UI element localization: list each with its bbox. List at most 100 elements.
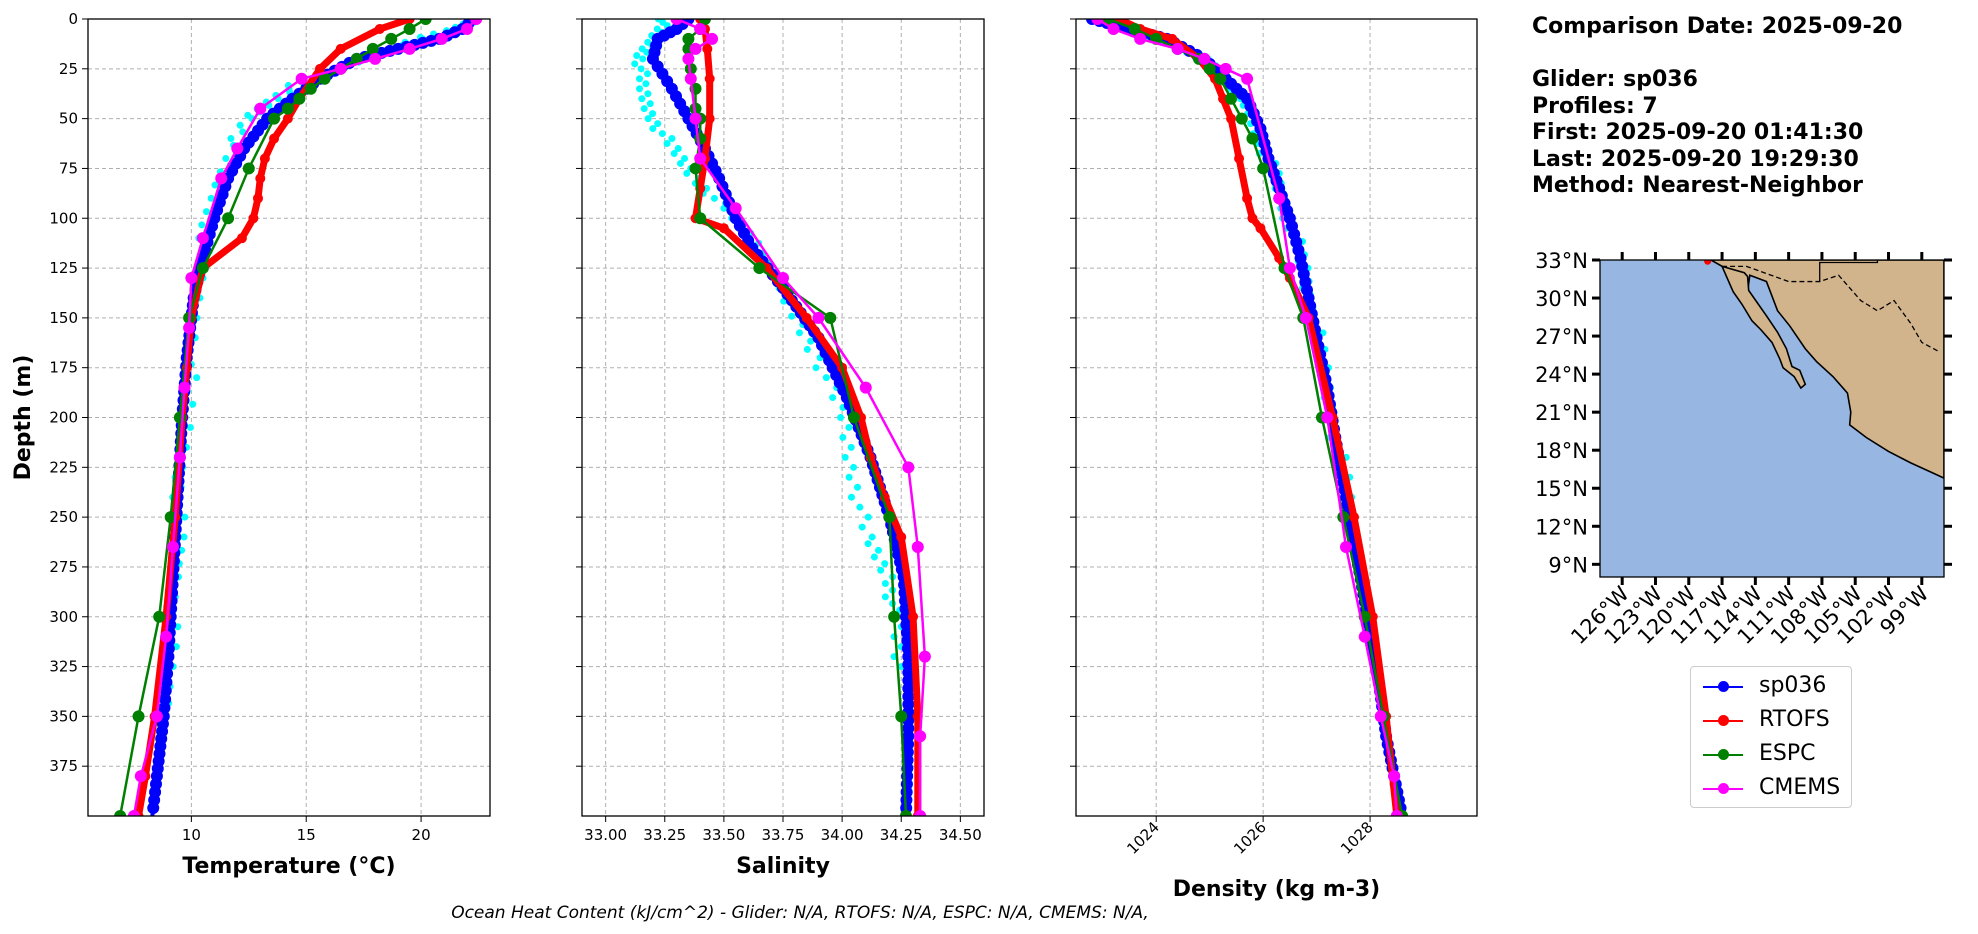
espc-point [888,610,901,623]
last-time: Last: 2025-09-20 19:29:30 [1532,146,1859,172]
espc-point [895,710,908,723]
y-tick-label: 25 [59,60,78,78]
rtofs-point [282,113,293,124]
cmems-point [729,202,742,215]
legend-label: ESPC [1759,741,1816,766]
lat-tick-label: 9°N [1548,553,1588,577]
x-tick-label: 34.25 [880,826,923,844]
y-tick-label: 0 [68,10,78,28]
glider-profile-point [222,154,230,162]
cmems-point [150,710,163,723]
first-time: First: 2025-09-20 01:41:30 [1532,120,1864,145]
rtofs-point [255,173,266,184]
legend-item-glider: sp036 [1691,669,1851,703]
legend-swatch-marker [1718,783,1729,794]
glider-profile-point [858,523,866,531]
espc-point [682,32,695,45]
cmems-point [1283,262,1296,275]
glider-profile-point [640,105,648,113]
glider-profile-point [639,55,647,63]
cmems-point [160,630,173,643]
espc-point [1203,62,1216,75]
legend-swatch-marker [1718,681,1729,692]
rtofs-point [269,133,280,144]
espc-point [366,42,379,55]
sp036-point [160,676,173,689]
espc-point [350,52,363,65]
lat-tick-label: 15°N [1535,477,1588,501]
rtofs-point [801,312,812,323]
espc-point [694,212,707,225]
rtofs-point [1349,512,1360,523]
cmems-point [914,810,927,816]
glider-profile-point [189,400,197,408]
ocean-heat-content-note: Ocean Heat Content (kJ/cm^2) - Glider: N… [451,903,1149,923]
y-tick-label: 75 [59,159,78,177]
glider-profile-point [847,443,855,451]
profile-panel-3: 1024 1026 1028 Density (kg m-3) [1070,18,1478,902]
espc-point [222,212,235,225]
lat-tick-label: 24°N [1535,363,1588,387]
lat-tick-label: 18°N [1535,439,1588,463]
cmems-point [185,272,198,285]
glider-profile-point [202,208,210,216]
cmems-point [706,32,719,45]
axes-frame [87,18,491,817]
info-spacer [1532,41,1902,68]
cmems-point [369,52,382,65]
rtofs-point [404,19,415,24]
glider-profile-point [198,221,206,229]
glider-profile-point [839,433,847,441]
glider-profile-point [670,149,678,157]
glider-profile-point [636,85,644,93]
glider-profile-point [193,374,201,382]
glider-profile-point [649,110,657,118]
legend-item-rtofs: RTOFS [1691,703,1851,737]
rtofs-point [374,23,385,34]
cmems-line [1096,19,1399,816]
legend-item-espc: ESPC [1691,737,1851,771]
y-axis-label: Depth (m) [11,355,36,481]
cmems-point [1321,411,1334,424]
lat-tick-label: 30°N [1535,287,1588,311]
map-frame [1599,259,1945,578]
lat-tick-label: 12°N [1535,515,1588,539]
glider-profile-point [649,125,657,133]
cmems-point [334,62,347,75]
sp036-point [158,701,171,714]
legend-swatch-marker [1718,715,1729,726]
cmems-point [812,311,825,324]
espc-point [114,810,127,816]
cmems-point [902,461,915,474]
rtofs-point [1247,213,1258,224]
glider-profile-point [829,394,837,402]
x-tick-label: 34.50 [939,826,982,844]
map-geography [1704,260,1944,479]
glider-profile-point [881,560,889,568]
espc-point [385,32,398,45]
espc-point [173,411,186,424]
glider-profile-point [795,329,803,337]
espc-point [403,22,416,35]
espc-point [1214,72,1227,85]
glider-profile-point [845,423,853,431]
lat-tick-label: 27°N [1535,325,1588,349]
x-tick-label: 34.00 [821,826,864,844]
rtofs-point [1242,193,1253,204]
location-map: 33°N30°N27°N24°N21°N18°N15°N12°N9°N126°W… [1535,249,1952,649]
glider-profile-point [841,453,849,461]
espc-point [153,610,166,623]
glider-profile-point [644,90,652,98]
espc-point [1128,22,1141,35]
glider-location-marker [1704,260,1712,265]
cmems-point [1241,72,1254,85]
rtofs-point [335,43,346,54]
espc-point [824,311,837,324]
espc-point [196,262,209,275]
profile-panel-2: 33.00 33.25 33.50 33.75 34.00 34.25 34.50 Salin… [576,18,985,879]
espc-point [899,810,912,816]
y-tick-label: 175 [49,359,78,377]
rtofs-point [718,223,729,234]
cmems-point [914,730,927,743]
